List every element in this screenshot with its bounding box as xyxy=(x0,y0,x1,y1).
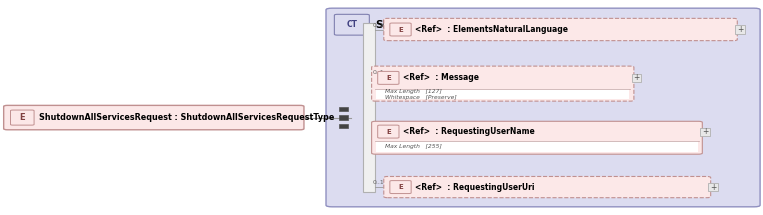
Text: 0..1: 0..1 xyxy=(372,23,384,28)
FancyBboxPatch shape xyxy=(384,177,710,198)
Text: E: E xyxy=(398,26,403,32)
FancyBboxPatch shape xyxy=(372,121,702,154)
Text: ShutdownAllServicesRequestType: ShutdownAllServicesRequestType xyxy=(375,20,575,30)
Bar xyxy=(735,25,745,34)
FancyBboxPatch shape xyxy=(378,125,399,138)
Text: 0..1: 0..1 xyxy=(372,70,384,75)
Text: +: + xyxy=(702,127,708,136)
Text: E: E xyxy=(20,113,25,122)
Text: E: E xyxy=(398,184,403,190)
FancyBboxPatch shape xyxy=(4,105,304,130)
Bar xyxy=(632,74,642,82)
Text: +: + xyxy=(633,73,639,82)
Text: E: E xyxy=(386,129,391,135)
Text: <Ref>  : RequestingUserName: <Ref> : RequestingUserName xyxy=(403,127,535,136)
Text: Max Length   [255]: Max Length [255] xyxy=(385,144,442,149)
FancyBboxPatch shape xyxy=(334,14,369,35)
FancyBboxPatch shape xyxy=(384,18,737,41)
Bar xyxy=(708,183,718,191)
Bar xyxy=(339,115,348,120)
Text: <Ref>  : Message: <Ref> : Message xyxy=(403,73,479,82)
Text: <Ref>  : ElementsNaturalLanguage: <Ref> : ElementsNaturalLanguage xyxy=(415,25,568,34)
Text: +: + xyxy=(710,183,716,192)
Text: Max Length   [127]: Max Length [127] xyxy=(385,89,442,94)
Text: Whitespace   [Preserve]: Whitespace [Preserve] xyxy=(385,95,456,100)
Text: ShutdownAllServicesRequest : ShutdownAllServicesRequestType: ShutdownAllServicesRequest : ShutdownAll… xyxy=(40,113,335,122)
Bar xyxy=(363,23,375,192)
FancyBboxPatch shape xyxy=(372,66,634,101)
FancyBboxPatch shape xyxy=(326,8,760,207)
Bar xyxy=(376,89,629,99)
Bar xyxy=(376,141,697,152)
FancyBboxPatch shape xyxy=(390,23,411,36)
FancyBboxPatch shape xyxy=(11,110,34,125)
Bar xyxy=(339,107,348,111)
Text: +: + xyxy=(737,25,743,34)
Text: CT: CT xyxy=(346,20,357,29)
FancyBboxPatch shape xyxy=(378,71,399,84)
Text: E: E xyxy=(386,75,391,81)
Bar xyxy=(700,127,710,136)
Text: 0..1: 0..1 xyxy=(372,180,384,185)
FancyBboxPatch shape xyxy=(390,181,411,194)
Text: <Ref>  : RequestingUserUri: <Ref> : RequestingUserUri xyxy=(415,183,534,192)
Bar xyxy=(339,124,348,128)
